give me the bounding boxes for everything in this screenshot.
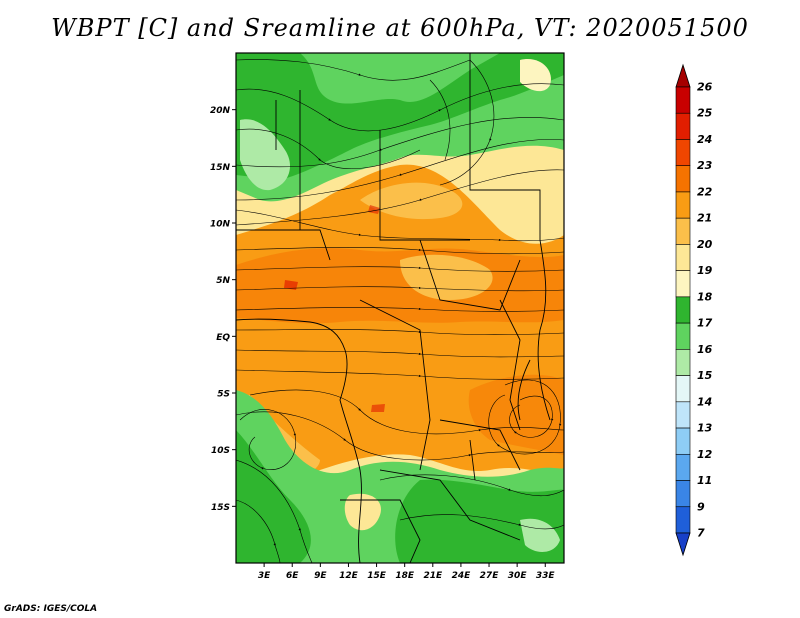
colorbar: 26 25 24 23 22 21 20 19 18 17 16 15 14 13 12 11 9 7 xyxy=(675,63,713,557)
lat-label: 5S xyxy=(217,390,230,400)
colorbar-label: 14 xyxy=(697,395,712,408)
lon-label: 3E xyxy=(258,571,271,581)
lon-label: 33E xyxy=(536,571,556,581)
north-light-orange xyxy=(360,182,463,220)
colorbar-label: 26 xyxy=(697,81,713,94)
map-title: WBPT [C] and Sreamline at 600hPa, VT: 20… xyxy=(51,14,749,42)
colorbar-label: 24 xyxy=(697,133,712,146)
red-spot-1 xyxy=(368,205,380,214)
lat-label: 20N xyxy=(210,106,231,116)
red-spot-3 xyxy=(371,404,385,412)
latitude-axis: 20N 15N 10N 5N EQ 5S 10S 15S xyxy=(210,106,236,513)
colorbar-swatch xyxy=(675,427,691,455)
plot-frame xyxy=(235,52,565,564)
north-light-green xyxy=(240,119,290,191)
lat-label: 15S xyxy=(211,503,230,513)
colorbar-swatch xyxy=(675,322,691,350)
colorbar-swatch xyxy=(675,349,691,376)
colorbar-label: 25 xyxy=(697,107,713,120)
colorbar-bottom-triangle xyxy=(675,532,691,557)
grads-credit: GrADS: IGES/COLA xyxy=(4,604,98,614)
colorbar-label: 21 xyxy=(697,212,712,225)
colorbar-label: 22 xyxy=(697,185,713,198)
colorbar-swatch xyxy=(675,244,691,271)
lon-label: 12E xyxy=(339,571,359,581)
colorbar-label: 9 xyxy=(697,500,705,513)
lon-label: 9E xyxy=(314,571,327,581)
lon-label: 30E xyxy=(508,571,528,581)
colorbar-label: 15 xyxy=(697,369,713,382)
se-light-green xyxy=(520,518,560,552)
colorbar-label: 11 xyxy=(697,474,712,487)
colorbar-swatch xyxy=(675,453,691,481)
colorbar-swatch xyxy=(675,217,691,245)
colorbar-label: 19 xyxy=(697,264,713,277)
longitude-axis: 3E 6E 9E 12E 15E 18E 21E 24E 27E 30E 33E xyxy=(258,563,556,581)
lon-label: 27E xyxy=(480,571,500,581)
colorbar-label: 7 xyxy=(697,527,705,540)
colorbar-swatch xyxy=(675,112,691,140)
colorbar-swatch xyxy=(675,139,691,167)
central-light-orange xyxy=(400,254,493,300)
ne-pale xyxy=(520,59,551,92)
colorbar-label: 23 xyxy=(697,159,713,172)
colorbar-swatch xyxy=(675,480,691,508)
colorbar-swatch xyxy=(675,165,691,193)
lat-label: 5N xyxy=(216,276,230,286)
colorbar-label: 20 xyxy=(697,238,713,251)
colorbar-swatch xyxy=(675,270,691,298)
colorbar-swatch xyxy=(675,296,691,324)
south-yellow-patch xyxy=(344,493,381,531)
lat-label: EQ xyxy=(216,333,230,343)
colorbar-swatch xyxy=(675,86,691,114)
colorbar-label: 17 xyxy=(697,317,713,330)
colorbar-label: 13 xyxy=(697,422,713,435)
red-spot-2 xyxy=(284,280,298,290)
colorbar-swatch xyxy=(675,375,691,403)
streamlines xyxy=(236,59,564,563)
wbpt-shading xyxy=(236,53,564,563)
lon-label: 15E xyxy=(367,571,387,581)
lon-label: 18E xyxy=(395,571,415,581)
lon-label: 24E xyxy=(452,571,472,581)
colorbar-swatch xyxy=(675,506,691,534)
se-dark-green xyxy=(395,479,564,563)
lon-label: 6E xyxy=(286,571,299,581)
lat-label: 15N xyxy=(210,163,231,173)
colorbar-label: 12 xyxy=(697,448,713,461)
lon-label: 21E xyxy=(423,571,443,581)
colorbar-top-triangle xyxy=(675,63,691,88)
colorbar-swatch xyxy=(675,401,691,429)
colorbar-label: 18 xyxy=(697,290,713,303)
colorbar-swatch xyxy=(675,191,691,219)
lat-label: 10N xyxy=(210,220,231,230)
lat-label: 10S xyxy=(211,446,230,456)
colorbar-label: 16 xyxy=(697,343,713,356)
